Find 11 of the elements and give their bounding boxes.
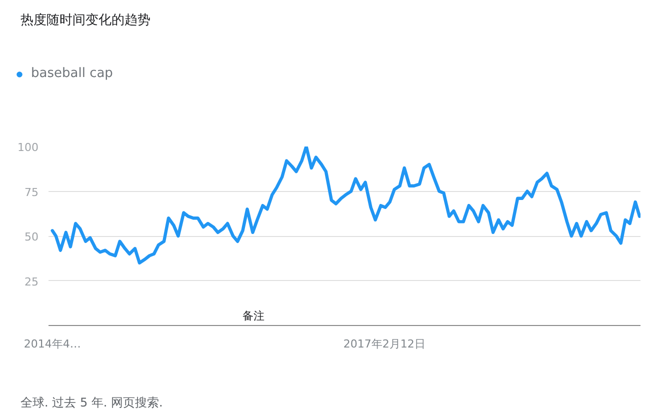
- y-tick-label: 75: [24, 186, 39, 199]
- line-series: [50, 146, 640, 264]
- legend-label: baseball cap: [31, 66, 113, 81]
- text: 全球. 过去 5 年. 网页搜索.: [20, 396, 163, 410]
- y-tick-label: 100: [18, 141, 39, 154]
- annotation: 备注: [242, 310, 264, 322]
- y-tick-label: 25: [24, 275, 39, 288]
- y-tick-label: 50: [24, 230, 39, 244]
- chart-title: 热度随时间变化的趋势: [20, 12, 150, 28]
- x-tick-label: 2014年4…: [24, 338, 81, 350]
- x-tick-label: 2017年2月12日: [343, 338, 426, 350]
